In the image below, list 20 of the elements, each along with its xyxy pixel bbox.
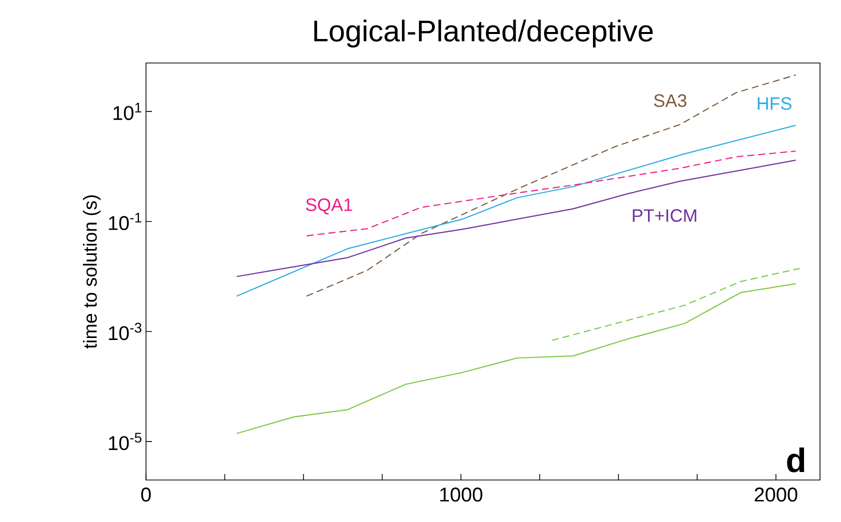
annotation: d — [787, 447, 804, 472]
y-axis-title: time to solution (s) — [82, 195, 101, 349]
x-tick-label: 2000 — [754, 488, 798, 502]
y-tick-label: 10$^{-1}$ — [108, 212, 142, 230]
line-series — [236, 160, 796, 278]
y-tick-label: 10$^{-3}$ — [108, 322, 142, 340]
chart-title: Logical-Planted/deceptive — [314, 20, 653, 48]
y-tick-label: 10$^{-5}$ — [108, 432, 142, 450]
y-tick-label: 10$^{1}$ — [114, 102, 142, 120]
line-series — [306, 74, 796, 297]
series-label: SQA1 — [306, 198, 352, 214]
line-series — [551, 268, 800, 341]
x-tick-label: 1000 — [440, 488, 482, 502]
line-series — [236, 124, 796, 297]
line-series — [236, 283, 796, 434]
series-label: SA3 — [654, 94, 686, 107]
series-label: HFS — [758, 97, 792, 110]
x-tick-label: 0 — [141, 488, 151, 502]
line-series — [306, 150, 796, 236]
series-label: PT+ICM — [632, 209, 696, 222]
